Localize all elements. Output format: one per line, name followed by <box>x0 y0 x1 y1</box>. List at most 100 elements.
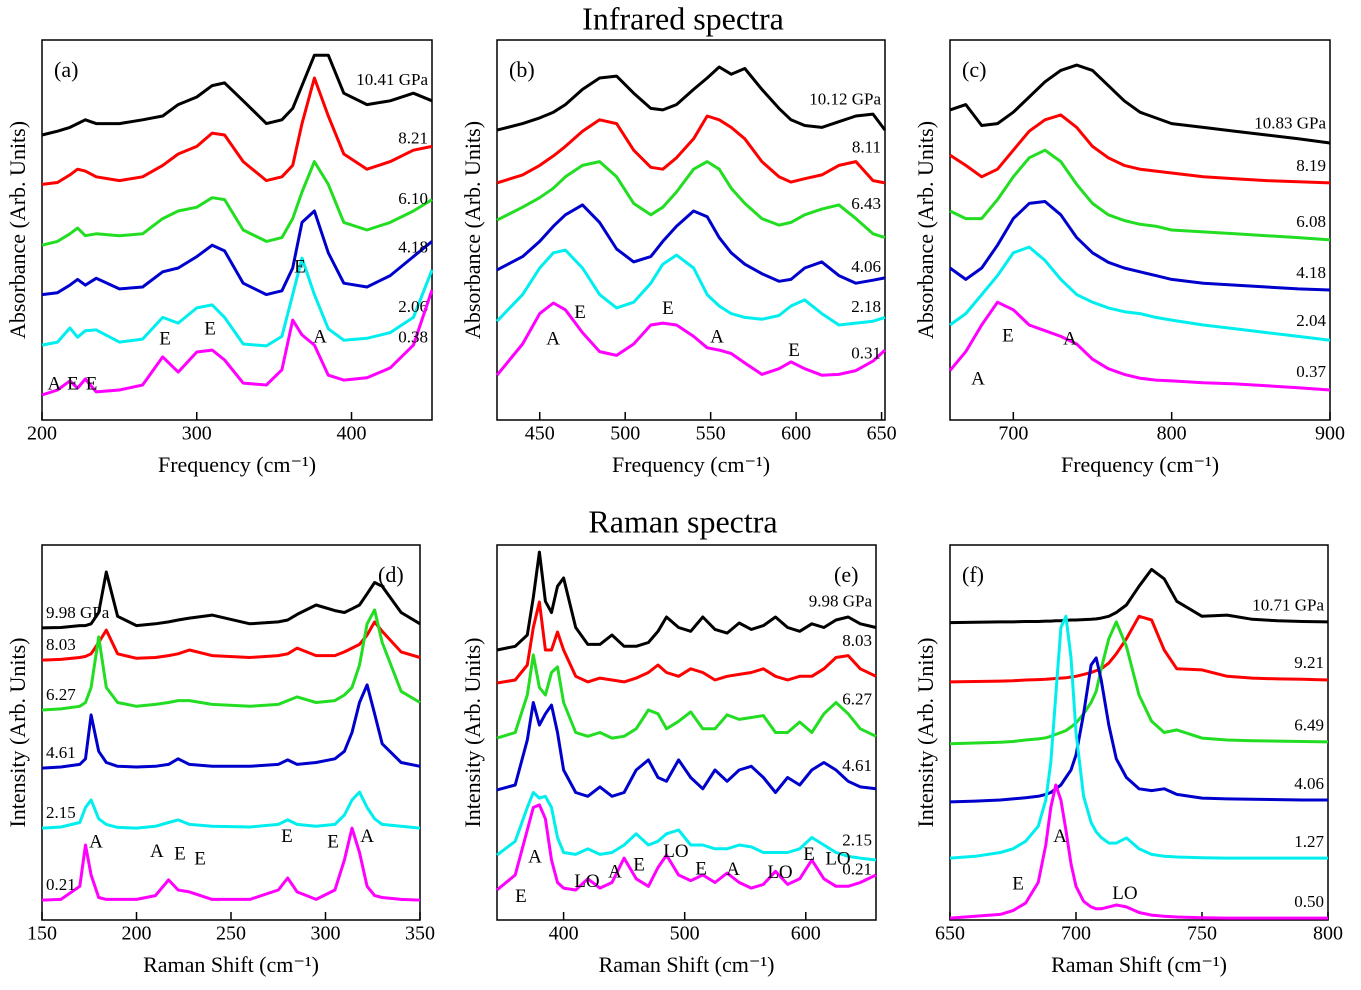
y-axis-label: Absorbance (Arb. Units) <box>5 121 30 339</box>
spectrum-line <box>496 203 886 285</box>
series-label: 8.11 <box>852 138 881 157</box>
series-label: 6.43 <box>851 194 881 213</box>
panel-label: (b) <box>509 57 535 82</box>
x-axis-label: Frequency (cm⁻¹) <box>612 452 770 477</box>
x-tick-label: 800 <box>1313 923 1343 945</box>
panel-label: (f) <box>962 562 984 587</box>
series-label: 4.18 <box>1296 263 1326 282</box>
peak-annotation: A <box>528 846 542 867</box>
series-label: 6.27 <box>46 685 76 704</box>
peak-annotation: A <box>1053 826 1067 847</box>
x-axis-label: Raman Shift (cm⁻¹) <box>1051 952 1227 977</box>
spectrum-line <box>949 245 1331 342</box>
x-tick-label: 550 <box>696 423 726 445</box>
x-tick-label: 750 <box>1187 923 1217 945</box>
peak-annotation: E <box>86 373 98 394</box>
panel: 400 500 600 Raman Shift (cm⁻¹) Intensity (Ar… <box>460 544 877 977</box>
series-label: 2.15 <box>46 803 76 822</box>
series-label: 10.83 GPa <box>1254 113 1326 132</box>
peak-annotation: E <box>662 298 674 319</box>
peak-annotation: E <box>803 844 815 865</box>
y-axis-label: Intensity (Arb. Units) <box>460 637 485 827</box>
series-label: 10.41 GPa <box>356 70 428 89</box>
peak-annotation: A <box>150 841 164 862</box>
x-tick-label: 200 <box>27 423 57 445</box>
spectrum-line <box>496 65 887 132</box>
series-label: 0.37 <box>1296 362 1326 381</box>
x-tick-label: 500 <box>670 923 700 945</box>
panel: 200 300 400 Frequency (cm⁻¹) Absorbance (Arb… <box>5 39 434 477</box>
peak-annotation: A <box>360 826 374 847</box>
series-label: 4.18 <box>398 238 428 257</box>
series-label: 8.03 <box>46 635 76 654</box>
spectrum-line <box>949 620 1329 746</box>
spectrum-line <box>949 614 1329 684</box>
peak-annotation: LO <box>1112 883 1137 904</box>
spectrum-line <box>496 160 886 240</box>
x-axis-label: Frequency (cm⁻¹) <box>158 452 316 477</box>
x-tick-label: 700 <box>1061 923 1091 945</box>
peak-annotation: E <box>574 302 586 323</box>
peak-annotation: LO <box>574 871 599 892</box>
x-tick-label: 250 <box>216 923 246 945</box>
panel: 150 200 250 300 350 Raman Shift (cm⁻¹) Intensi… <box>5 544 435 977</box>
x-tick-label: 600 <box>781 423 811 445</box>
x-tick-label: 650 <box>867 423 897 445</box>
spectrum-line <box>949 783 1328 920</box>
panel-label: (e) <box>834 562 858 587</box>
series-label: 4.06 <box>1294 774 1324 793</box>
series-label: 2.06 <box>398 297 428 316</box>
peak-annotation: E <box>695 858 707 879</box>
series-label: 2.18 <box>851 297 881 316</box>
series-label: 4.06 <box>851 257 881 276</box>
series-label: 4.61 <box>46 743 76 762</box>
spectrum-line <box>41 790 421 830</box>
spectrum-line <box>949 148 1331 242</box>
peak-annotation: E <box>174 843 186 864</box>
x-tick-label: 600 <box>791 923 821 945</box>
series-label: 8.21 <box>398 128 428 147</box>
panel-label: (d) <box>378 562 404 587</box>
x-axis-label: Raman Shift (cm⁻¹) <box>143 952 319 977</box>
x-tick-label: 450 <box>525 423 555 445</box>
series-label: 10.12 GPa <box>809 90 881 109</box>
peak-annotation: E <box>515 886 527 907</box>
x-tick-label: 900 <box>1315 423 1345 445</box>
peak-annotation: A <box>971 368 985 389</box>
spectrum-line <box>41 209 433 297</box>
peak-annotation: A <box>1063 329 1077 350</box>
series-label: 10.71 GPa <box>1252 595 1324 614</box>
spectrum-line <box>495 248 886 327</box>
peak-annotation: E <box>633 854 645 875</box>
peak-annotation: E <box>67 373 79 394</box>
panel-label: (a) <box>54 57 78 82</box>
x-tick-label: 350 <box>405 923 435 945</box>
peak-annotation: A <box>48 373 62 394</box>
panel: 700 800 900 Frequency (cm⁻¹) Absorbance (Arb… <box>913 39 1345 477</box>
series-label: 8.03 <box>842 631 872 650</box>
spectrum-line <box>496 791 877 862</box>
peak-annotation: LO <box>825 848 850 869</box>
spectrum-line <box>41 570 421 630</box>
spectrum-line <box>41 76 433 186</box>
spectrum-line <box>496 550 877 652</box>
spectrum-line <box>949 113 1331 185</box>
x-axis-label: Frequency (cm⁻¹) <box>1061 452 1219 477</box>
series-label: 9.21 <box>1294 653 1324 672</box>
plot-frame <box>949 544 1329 921</box>
peak-annotation: A <box>726 859 740 880</box>
series-label: 0.31 <box>851 343 881 362</box>
series-label: 4.61 <box>842 756 872 775</box>
x-tick-label: 200 <box>122 923 152 945</box>
series-label: 6.10 <box>398 189 428 208</box>
panel: 650 700 750 800 Raman Shift (cm⁻¹) Intensity … <box>913 544 1343 977</box>
series-label: 0.21 <box>46 875 76 894</box>
peak-annotation: E <box>281 826 293 847</box>
plot-frame <box>41 39 433 421</box>
spectrum-line <box>41 826 421 902</box>
peak-annotation: A <box>710 326 724 347</box>
spectrum-line <box>41 608 421 712</box>
plot-frame <box>949 39 1331 421</box>
peak-annotation: A <box>89 831 103 852</box>
peak-annotation: E <box>327 831 339 852</box>
